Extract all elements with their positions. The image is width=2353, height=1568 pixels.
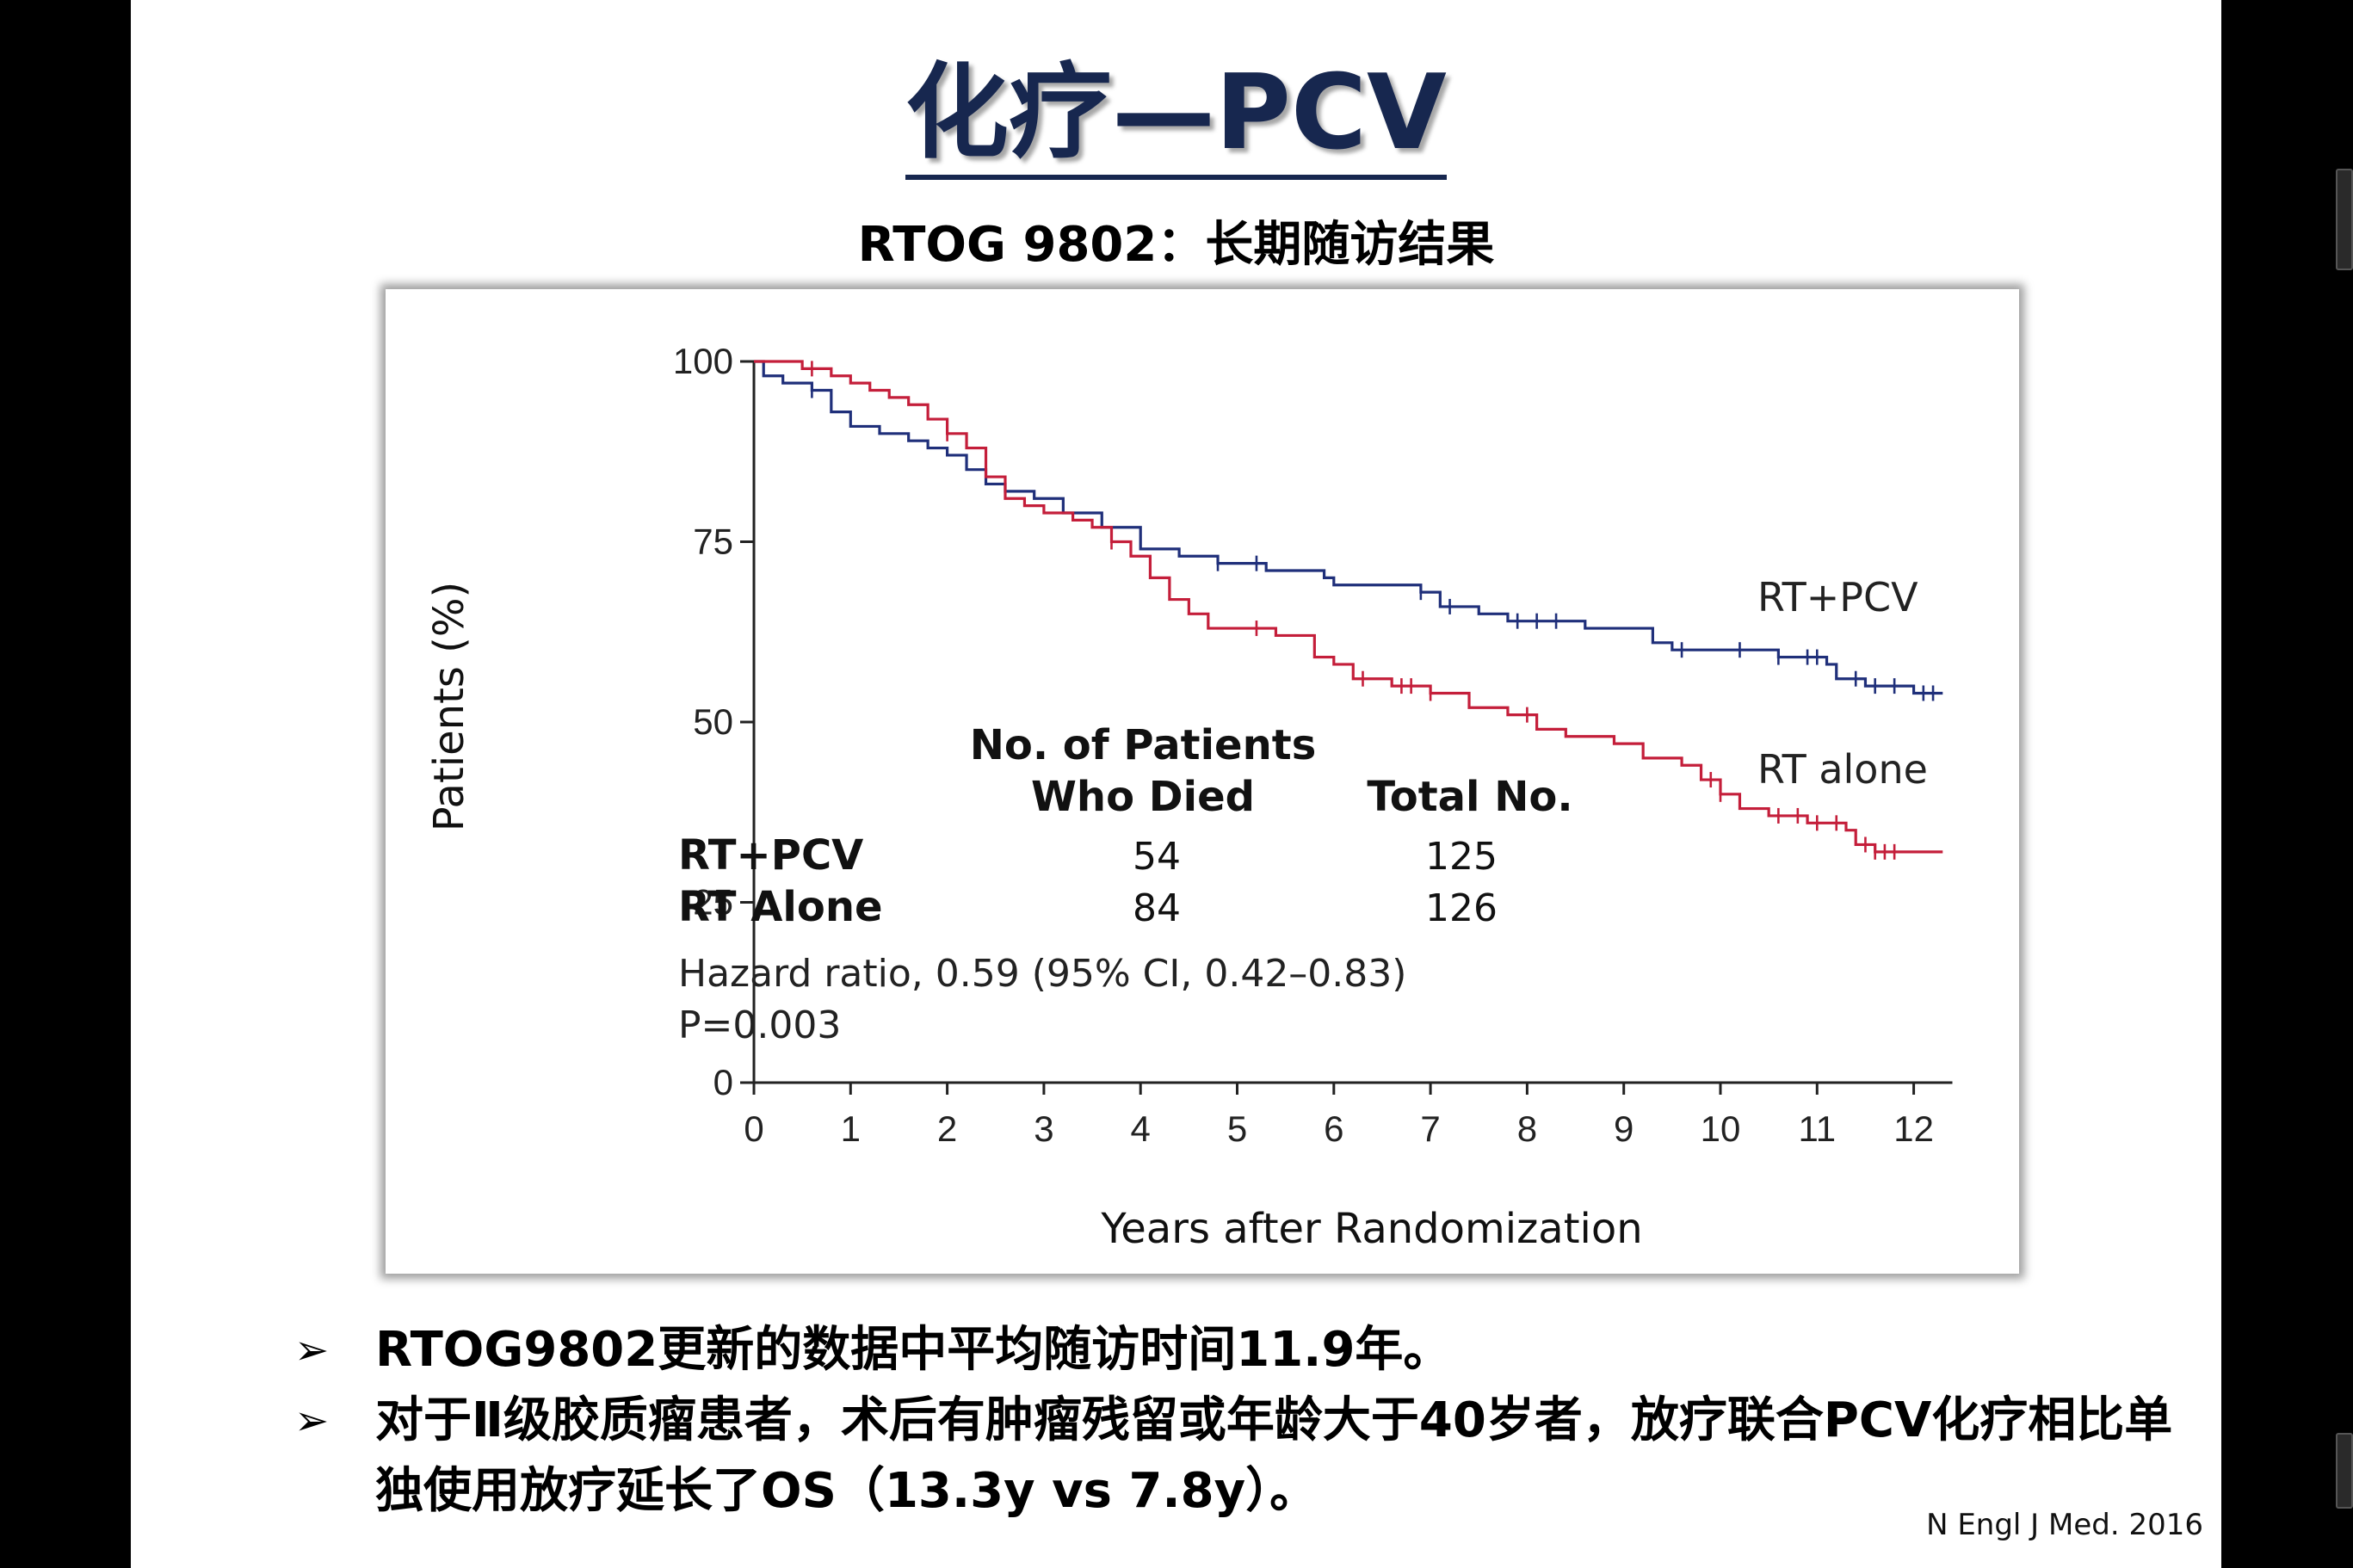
survival-curve-rt-alone [754,360,1943,854]
x-axis-title: Years after Randomization [1100,1205,1642,1253]
table-row-rt-pcv-total: 125 [1425,835,1498,879]
bullet-arrow-icon: ➢ [294,1397,330,1445]
table-row-rt-alone-died: 84 [1133,886,1181,930]
table-row-rt-pcv-name: RT+PCV [678,831,863,880]
censor-marks [811,361,1935,860]
y-tick-label: 0 [713,1062,733,1102]
bullet-item: ➢ RTOG9802更新的数据中平均随访时间11.9年。 [294,1315,2188,1386]
bullet-text: 对于Ⅱ级胶质瘤患者，术后有肿瘤残留或年龄大于40岁者，放疗联合PCV化疗相比单独… [375,1392,2173,1519]
p-value: P=0.003 [678,1003,841,1047]
scrollbar-thumb[interactable] [2336,169,2353,270]
x-tick-label: 10 [1701,1108,1741,1149]
x-tick-label: 11 [1798,1108,1836,1149]
y-axis-ticks: 0 25 50 75 100 [673,341,754,1102]
y-tick-label: 25 [693,882,733,923]
hazard-ratio: Hazard ratio, 0.59 (95% CI, 0.42–0.83) [678,952,1406,996]
y-tick-label: 50 [693,701,733,742]
x-tick-label: 12 [1893,1108,1934,1149]
table-header-died-line1: No. of Patients [970,721,1317,769]
slide-title: 化疗—PCV [131,53,2221,180]
chart-frame: 0 1 2 3 4 5 6 7 8 9 10 11 12 0 25 50 75 100 Patients (%)… [386,289,2019,1274]
x-tick-label: 1 [841,1108,861,1149]
citation: N Engl J Med. 2016 [1926,1508,2203,1542]
slide: 化疗—PCV RTOG 9802：长期随访结果 0 1 2 3 4 5 6 7 8 9 10 11 12… [131,0,2221,1568]
series-label-rt-pcv: RT+PCV [1757,574,1918,620]
x-tick-label: 9 [1614,1108,1634,1149]
table-header-died-line2: Who Died [1031,773,1255,821]
y-tick-label: 100 [673,341,733,381]
slide-subtitle: RTOG 9802：长期随访结果 [857,217,1495,273]
bullet-list: ➢ RTOG9802更新的数据中平均随访时间11.9年。 ➢ 对于Ⅱ级胶质瘤患者… [294,1315,2188,1527]
x-tick-label: 4 [1131,1108,1151,1149]
bullet-text: RTOG9802更新的数据中平均随访时间11.9年。 [375,1322,1452,1378]
x-tick-label: 8 [1517,1108,1537,1149]
x-tick-label: 3 [1034,1108,1053,1149]
x-tick-label: 5 [1227,1108,1247,1149]
survival-curve-rt-pcv [754,360,1943,695]
table-row-rt-alone-name: RT Alone [678,883,883,931]
table-row-rt-alone-total: 126 [1425,886,1498,930]
x-axis-ticks: 0 1 2 3 4 5 6 7 8 9 10 11 12 [744,1083,1934,1149]
title-text: 化疗—PCV [905,53,1447,180]
patient-table: No. of Patients Who Died Total No. RT+PC… [678,721,1573,1047]
survival-curves [754,360,1943,854]
table-row-rt-pcv-died: 54 [1133,835,1181,879]
bullet-arrow-icon: ➢ [294,1326,330,1374]
y-tick-label: 75 [693,522,733,562]
x-tick-label: 6 [1324,1108,1343,1149]
table-header-total: Total No. [1367,773,1572,821]
y-axis-title: Patients (%) [425,582,473,831]
x-tick-label: 7 [1420,1108,1440,1149]
x-tick-label: 0 [744,1108,763,1149]
series-label-rt-alone: RT alone [1757,746,1928,793]
x-tick-label: 2 [937,1108,957,1149]
scrollbar-thumb-lower[interactable] [2336,1433,2353,1509]
bullet-item: ➢ 对于Ⅱ级胶质瘤患者，术后有肿瘤残留或年龄大于40岁者，放疗联合PCV化疗相比… [294,1386,2188,1527]
